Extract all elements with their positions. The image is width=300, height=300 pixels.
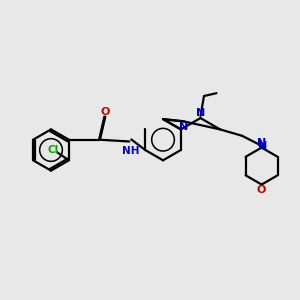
Text: O: O [100,106,110,116]
Text: NH: NH [122,146,140,156]
Text: N: N [179,122,188,132]
Text: O: O [257,184,266,195]
Text: N: N [258,141,267,151]
Text: N: N [196,108,205,118]
Text: Cl: Cl [47,145,58,154]
Text: N: N [257,137,266,148]
